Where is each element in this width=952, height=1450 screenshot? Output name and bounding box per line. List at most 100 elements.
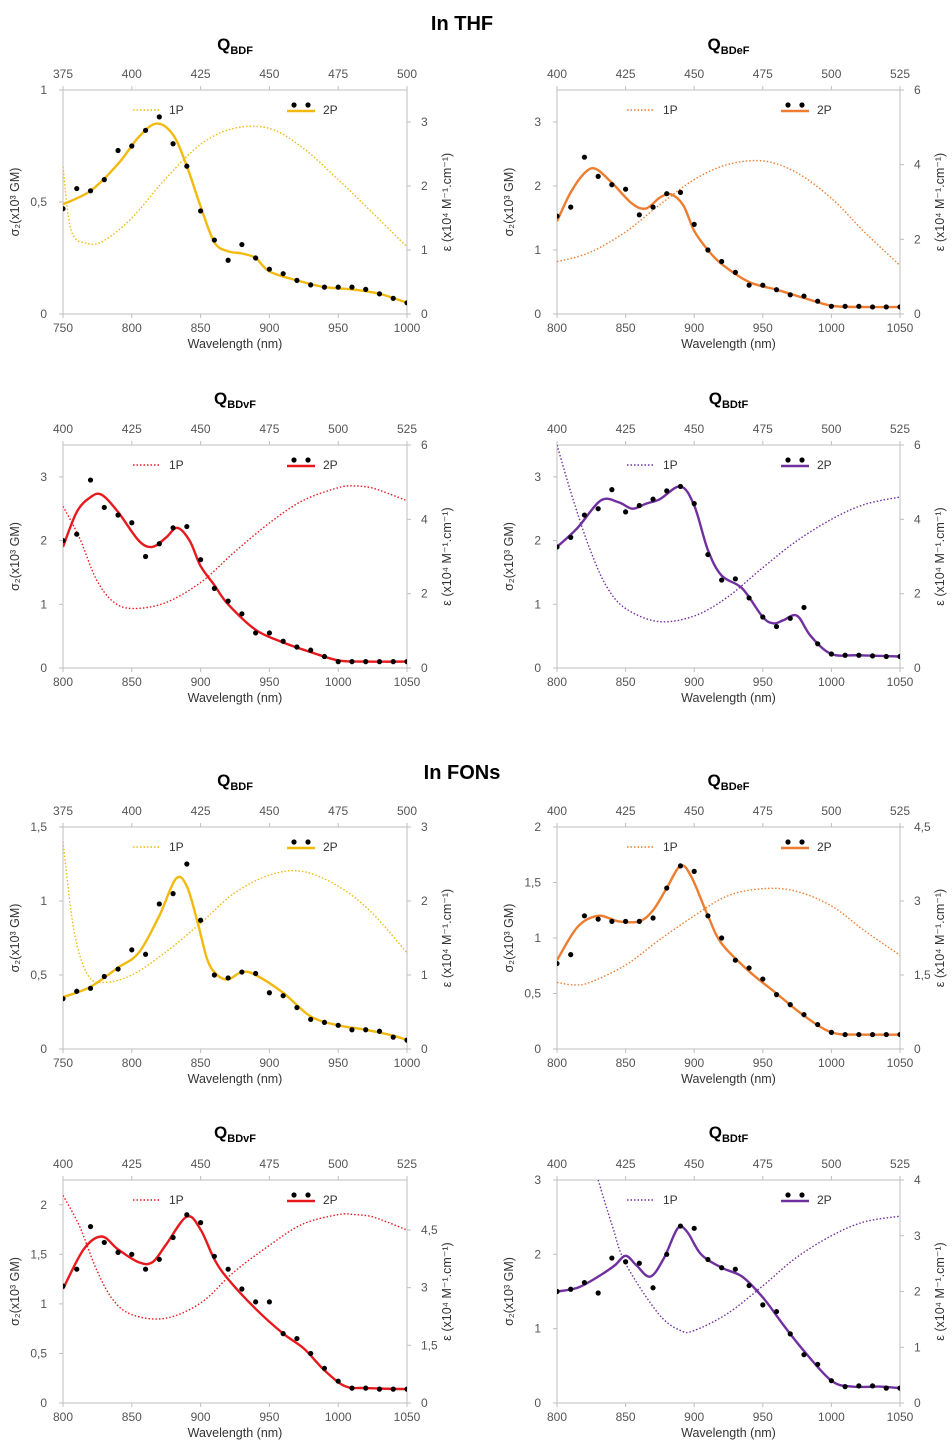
series-2p-data-point bbox=[321, 1019, 328, 1025]
series-2p-data-point bbox=[170, 141, 176, 147]
y-tick-label: 3 bbox=[534, 470, 541, 484]
x2-tick-label: 500 bbox=[397, 804, 417, 818]
series-2p-data-point bbox=[897, 653, 900, 660]
x2-tick-label: 400 bbox=[122, 804, 142, 818]
series-2p-data-point bbox=[691, 501, 697, 507]
series-2p-data-point bbox=[787, 292, 793, 298]
y2-tick-label: 4 bbox=[914, 1173, 921, 1187]
x2-tick-label: 500 bbox=[821, 1157, 841, 1171]
series-2p-data-point bbox=[815, 1361, 821, 1367]
x2-tick-label: 450 bbox=[684, 422, 704, 436]
legend-2p-label: 2P bbox=[323, 840, 338, 854]
series-2p-data-point bbox=[557, 960, 560, 967]
x2-tick-label: 525 bbox=[890, 422, 910, 436]
series-2p-data-point bbox=[363, 1385, 369, 1391]
legend-1p-label: 1P bbox=[169, 458, 184, 472]
series-2p-data-point bbox=[129, 1251, 135, 1257]
y-axis-label: σ₂(x10³ GM) bbox=[502, 522, 516, 591]
series-2p-data-point bbox=[63, 1283, 66, 1289]
panel-title-sub: BDF bbox=[230, 781, 253, 793]
plot-frame bbox=[556, 826, 901, 1050]
series-1p-absorption-line bbox=[63, 485, 407, 610]
y2-tick-label: 2 bbox=[914, 232, 921, 246]
series-2p-data-point bbox=[705, 551, 711, 558]
x-tick-label: 850 bbox=[616, 1056, 636, 1070]
series-2p-data-point bbox=[677, 1223, 684, 1229]
x-axis-label: Wavelength (nm) bbox=[681, 691, 776, 705]
x-tick-label: 850 bbox=[122, 675, 142, 689]
panel-title-main: Q bbox=[709, 389, 722, 408]
x2-tick-label: 475 bbox=[328, 67, 348, 81]
y-tick-label: 1 bbox=[534, 597, 541, 611]
y2-tick-label: 0 bbox=[914, 661, 921, 675]
legend: 1P 2P bbox=[627, 102, 832, 117]
panel-title: QBDF bbox=[217, 771, 253, 793]
y2-axis-label: ε (x10⁴ M⁻¹.cm⁻¹) bbox=[933, 153, 947, 251]
series-2p-data-point bbox=[198, 208, 204, 214]
series-2p-data-point bbox=[184, 861, 190, 867]
series-2p-data-point bbox=[842, 1384, 848, 1390]
series-2p-data-point bbox=[760, 976, 766, 982]
series-2p-data-point bbox=[253, 1299, 259, 1305]
series-2p-data-point bbox=[773, 287, 780, 293]
y-tick-label: 2 bbox=[534, 820, 541, 834]
series-2p-data-point bbox=[568, 204, 574, 210]
legend-2p-marker bbox=[785, 457, 791, 463]
series-2p-data-point bbox=[609, 487, 615, 493]
series-2p-data-point bbox=[609, 1255, 615, 1261]
x2-tick-label: 500 bbox=[328, 422, 348, 436]
x2-tick-label: 500 bbox=[821, 804, 841, 818]
legend: 1P 2P bbox=[627, 457, 832, 472]
series-2p-data-point bbox=[869, 304, 876, 310]
series-2p-data-point bbox=[363, 1027, 369, 1033]
series-2p-data-point bbox=[404, 1037, 407, 1043]
plot-frame bbox=[62, 1179, 408, 1404]
y-axis-label: σ₂(x10³ GM) bbox=[502, 904, 516, 973]
y2-axis-label: ε (x10⁴ M⁻¹.cm⁻¹) bbox=[933, 507, 947, 605]
series-2p-data-point bbox=[294, 277, 300, 283]
legend-2p-marker bbox=[785, 1192, 791, 1198]
legend-2p-marker bbox=[799, 839, 805, 845]
x-tick-label: 800 bbox=[547, 321, 567, 335]
y-axis-label: σ₂(x10³ GM) bbox=[8, 1257, 22, 1326]
legend-2p-marker bbox=[305, 102, 311, 108]
x-axis-label: Wavelength (nm) bbox=[188, 337, 283, 351]
x-tick-label: 850 bbox=[616, 675, 636, 689]
y2-tick-label: 0 bbox=[421, 661, 428, 675]
series-2p-data-point bbox=[609, 918, 615, 924]
series-1p-absorption-line bbox=[597, 1180, 900, 1334]
legend: 1P 2P bbox=[133, 102, 338, 117]
x2-tick-label: 400 bbox=[547, 1157, 567, 1171]
panel-title: QBDtF bbox=[709, 1123, 749, 1145]
plot-area bbox=[557, 863, 900, 1038]
series-2p-data-point bbox=[746, 965, 752, 971]
y-tick-label: 1 bbox=[534, 1322, 541, 1336]
x2-tick-label: 425 bbox=[191, 67, 211, 81]
series-2p-data-point bbox=[266, 990, 272, 996]
panel-title-main: Q bbox=[214, 389, 227, 408]
series-2p-data-point bbox=[349, 659, 355, 665]
y-axis-label: σ₂(x10³ GM) bbox=[502, 168, 516, 237]
x2-tick-label: 400 bbox=[547, 67, 567, 81]
series-2p-data-point bbox=[170, 1234, 176, 1241]
x-tick-label: 1000 bbox=[818, 321, 845, 335]
series-2p-data-point bbox=[239, 611, 245, 617]
series-2p-data-point bbox=[650, 915, 656, 921]
series-2p-data-point bbox=[746, 1282, 752, 1289]
plot-area bbox=[63, 1195, 407, 1392]
series-2p-data-point bbox=[294, 644, 300, 650]
x-axis-label: Wavelength (nm) bbox=[681, 1072, 776, 1086]
series-2p-data-point bbox=[732, 957, 738, 963]
series-2p-data-point bbox=[349, 284, 355, 290]
x-tick-label: 900 bbox=[191, 1410, 211, 1424]
series-2p-data-point bbox=[664, 488, 670, 494]
series-2p-data-point bbox=[101, 177, 107, 183]
x2-tick-label: 425 bbox=[616, 1157, 636, 1171]
series-2p-data-point bbox=[557, 544, 560, 550]
series-2p-data-point bbox=[376, 1386, 383, 1392]
x-tick-label: 900 bbox=[259, 321, 279, 335]
y-tick-label: 1 bbox=[534, 243, 541, 257]
series-2p-data-point bbox=[142, 1266, 149, 1272]
series-2p-data-point bbox=[376, 1028, 383, 1034]
x2-tick-label: 475 bbox=[259, 422, 279, 436]
